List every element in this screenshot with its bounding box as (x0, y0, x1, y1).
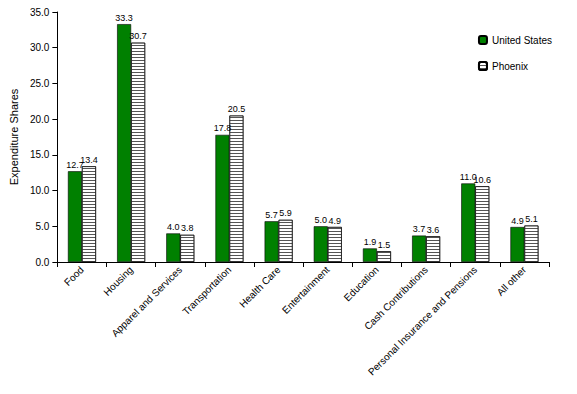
svg-text:Food: Food (62, 264, 86, 288)
svg-text:1.9: 1.9 (364, 237, 377, 247)
svg-text:20.5: 20.5 (228, 104, 246, 114)
svg-text:33.3: 33.3 (115, 13, 133, 23)
svg-text:3.8: 3.8 (181, 223, 194, 233)
svg-text:10.6: 10.6 (473, 175, 491, 185)
svg-text:5.9: 5.9 (279, 208, 292, 218)
svg-text:5.1: 5.1 (525, 214, 538, 224)
svg-text:4.9: 4.9 (329, 216, 342, 226)
svg-text:13.4: 13.4 (80, 155, 98, 165)
svg-text:All other: All other (495, 264, 529, 298)
svg-text:4.9: 4.9 (511, 216, 524, 226)
svg-text:10.0: 10.0 (30, 185, 50, 196)
svg-text:United States: United States (492, 35, 552, 46)
svg-text:5.0: 5.0 (315, 215, 328, 225)
svg-text:3.6: 3.6 (427, 225, 440, 235)
svg-text:35.0: 35.0 (30, 7, 50, 18)
svg-text:Apparel and Services: Apparel and Services (109, 264, 184, 339)
svg-text:Education: Education (342, 264, 381, 303)
svg-text:Housing: Housing (101, 264, 135, 298)
svg-text:15.0: 15.0 (30, 149, 50, 160)
svg-text:Personal Insurance and Pension: Personal Insurance and Pensions (366, 264, 479, 377)
svg-text:5.0: 5.0 (35, 221, 49, 232)
svg-text:12.7: 12.7 (66, 159, 84, 170)
svg-text:Transportation: Transportation (180, 264, 233, 317)
svg-text:Health Care: Health Care (237, 264, 283, 310)
svg-text:11.0: 11.0 (459, 171, 477, 182)
svg-text:5.7: 5.7 (265, 210, 278, 220)
svg-text:0.0: 0.0 (35, 257, 49, 268)
svg-text:Expenditure Shares: Expenditure Shares (8, 88, 20, 185)
svg-text:Cash Contributions: Cash Contributions (362, 264, 430, 332)
svg-text:Entertainment: Entertainment (280, 264, 332, 316)
svg-text:4.0: 4.0 (167, 222, 180, 232)
svg-text:30.7: 30.7 (129, 31, 147, 41)
svg-text:20.0: 20.0 (30, 114, 50, 125)
svg-text:1.5: 1.5 (378, 240, 391, 250)
svg-text:17.8: 17.8 (214, 123, 232, 133)
svg-text:3.7: 3.7 (413, 224, 426, 234)
svg-text:30.0: 30.0 (30, 42, 50, 53)
svg-text:25.0: 25.0 (30, 78, 50, 89)
svg-text:Phoenix: Phoenix (492, 61, 528, 72)
